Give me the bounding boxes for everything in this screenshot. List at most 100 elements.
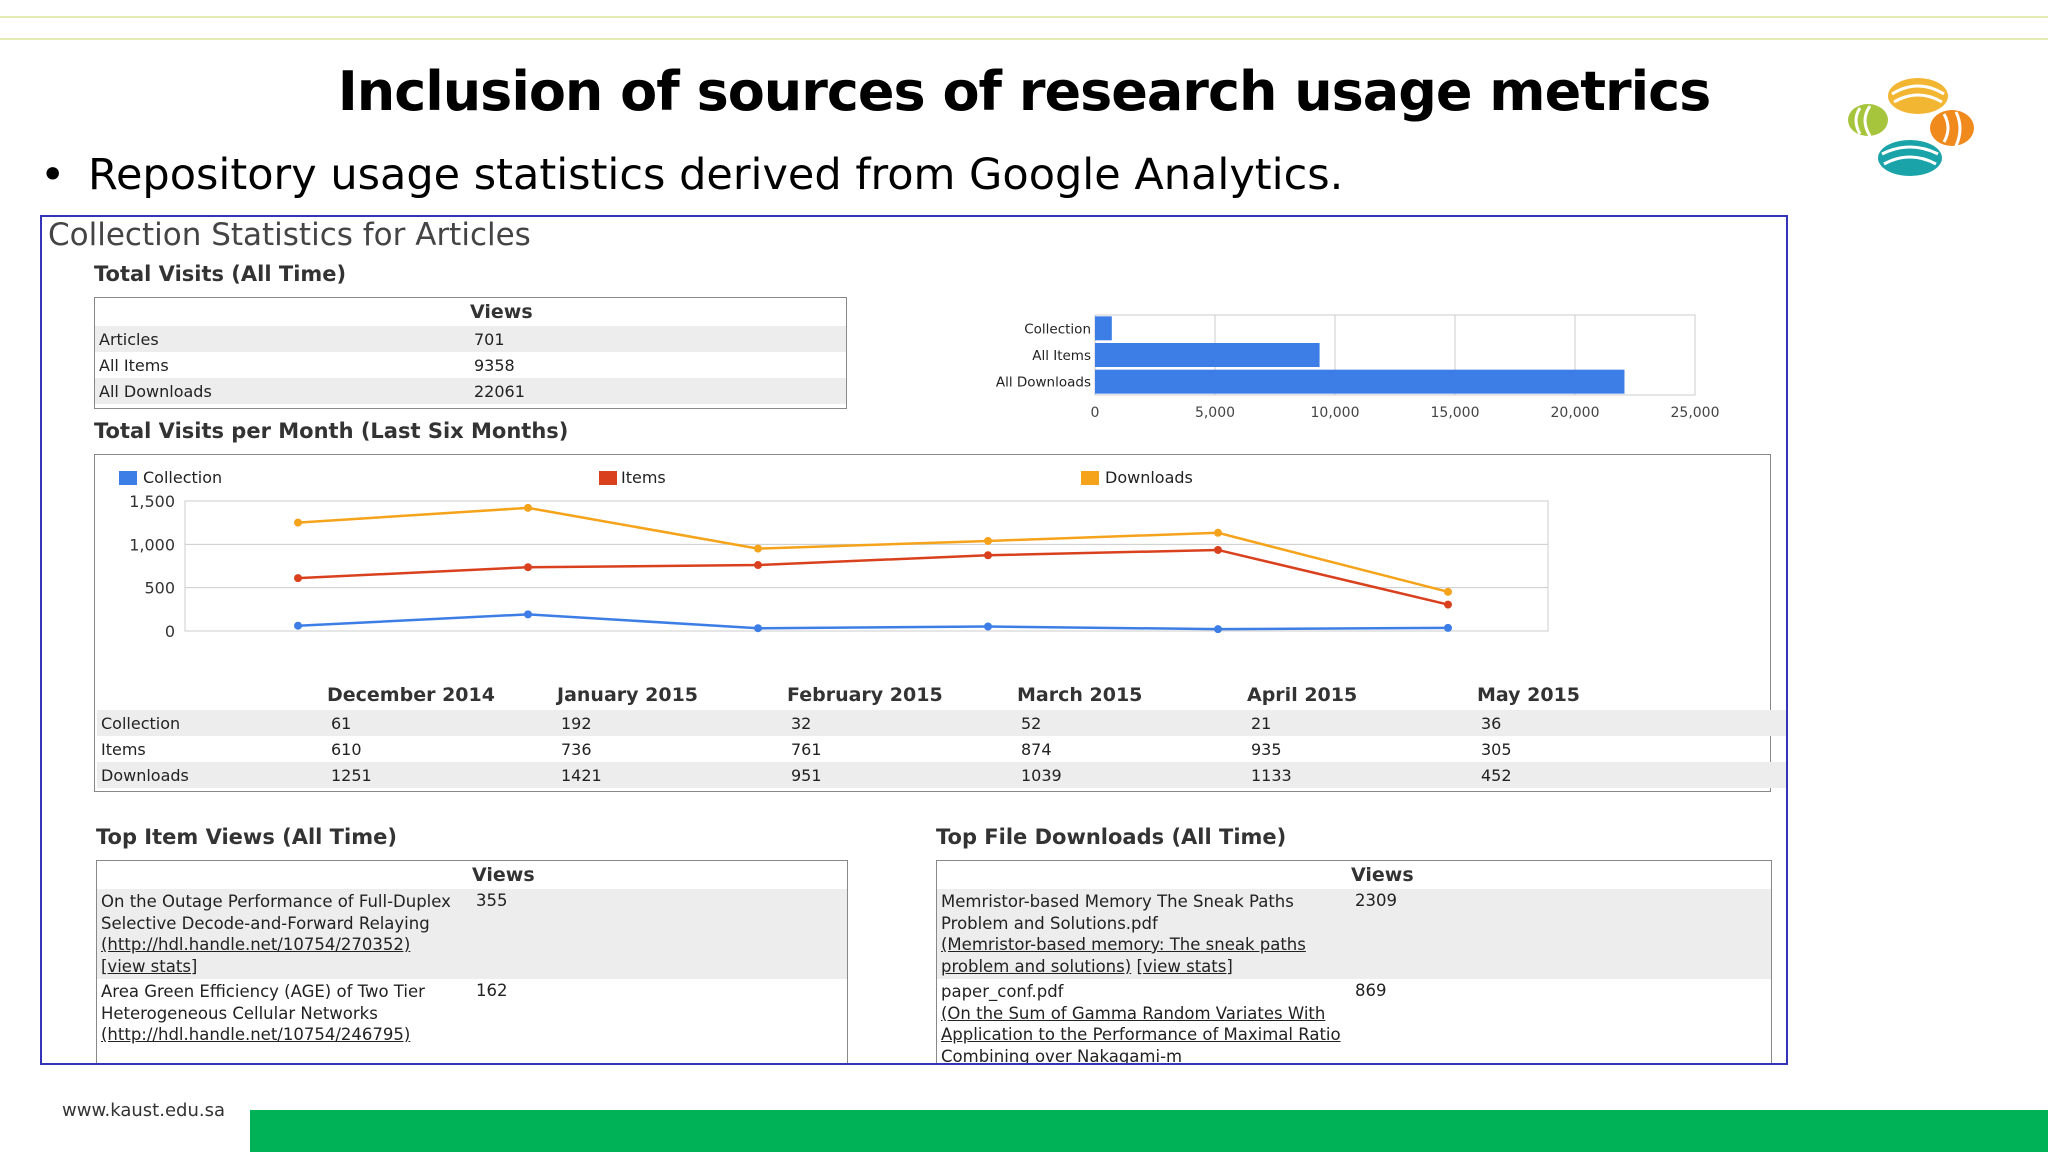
data-point xyxy=(984,551,992,560)
views-column-header: Views xyxy=(1351,864,1414,886)
stats-page-title: Collection Statistics for Articles xyxy=(48,217,531,253)
table-row: Memristor-based Memory The Sneak Paths P… xyxy=(937,889,1771,979)
top-downloads-table: Views Memristor-based Memory The Sneak P… xyxy=(937,861,1771,1065)
legend-swatch-collection xyxy=(119,471,137,485)
bar xyxy=(1095,316,1112,341)
cell-value: 610 xyxy=(331,739,362,759)
data-point xyxy=(1214,545,1222,554)
download-description: Memristor-based Memory The Sneak Paths P… xyxy=(937,889,1351,979)
x-tick-label: 20,000 xyxy=(1551,405,1600,421)
y-tick-label: 500 xyxy=(144,579,175,598)
category-label: All Downloads xyxy=(996,375,1091,391)
view-stats-link[interactable]: [view stats] xyxy=(1136,956,1233,976)
cell-value: 935 xyxy=(1251,739,1282,759)
row-value: 22061 xyxy=(470,378,846,404)
cell-value: 736 xyxy=(561,739,592,759)
cell-value: 1421 xyxy=(557,762,787,788)
row-label: Downloads xyxy=(97,762,327,788)
month-header: February 2015 xyxy=(787,684,943,706)
table-row: All Downloads 22061 xyxy=(95,378,846,404)
file-name: paper_conf.pdf xyxy=(941,982,1064,1001)
per-month-box: Collection Items Downloads 0 500 1,000 1,50… xyxy=(94,454,1786,792)
file-item-link[interactable]: (Memristor-based memory: The sneak paths… xyxy=(941,935,1306,976)
cell-value: 36 xyxy=(1477,710,1707,736)
legend-swatch-items xyxy=(599,471,617,485)
category-label: All Items xyxy=(1032,348,1091,364)
header-line-bottom xyxy=(0,38,2048,40)
data-point xyxy=(294,621,302,630)
table-header-row: December 2014 January 2015 February 2015… xyxy=(97,680,1786,710)
cell-value: 32 xyxy=(787,710,1017,736)
row-value: 9358 xyxy=(474,355,515,375)
table-header-row: Views xyxy=(95,298,846,326)
table-row: Items 610 736 761 874 935 305 xyxy=(97,736,1786,762)
cell-value: 61 xyxy=(327,710,557,736)
item-views: 162 xyxy=(476,981,508,1000)
row-label: All Items xyxy=(99,355,169,375)
total-visits-heading: Total Visits (All Time) xyxy=(94,262,347,286)
view-stats-link[interactable]: [view stats] xyxy=(101,956,198,976)
series-line xyxy=(297,506,1449,594)
data-point xyxy=(984,622,992,631)
total-visits-bar-chart: 0 5,000 10,000 15,000 20,000 25,000 Collection… xyxy=(996,314,1720,421)
x-tick-label: 5,000 xyxy=(1195,405,1235,421)
item-description: On the Outage Performance of Full-Duplex… xyxy=(97,889,472,979)
data-point xyxy=(754,544,762,553)
table-header-row: Views xyxy=(937,861,1771,889)
series-line xyxy=(297,548,1449,606)
row-label: Articles xyxy=(95,326,470,352)
file-item-link[interactable]: (On the Sum of Gamma Random Variates Wit… xyxy=(941,1003,1341,1065)
y-tick-label: 1,500 xyxy=(129,492,175,511)
y-tick-label: 1,000 xyxy=(129,535,175,554)
cell-value: 452 xyxy=(1477,762,1707,788)
slide-title: Inclusion of sources of research usage m… xyxy=(337,60,1712,123)
legend-label-items: Items xyxy=(621,468,666,487)
row-label: Collection xyxy=(97,710,327,736)
cell-value: 52 xyxy=(1017,710,1247,736)
x-tick-label: 15,000 xyxy=(1431,405,1480,421)
cell-value: 192 xyxy=(557,710,787,736)
row-label: All Downloads xyxy=(95,378,470,404)
cell-value: 951 xyxy=(787,762,1017,788)
header-line-top xyxy=(0,16,2048,18)
cell-value: 1251 xyxy=(327,762,557,788)
data-point xyxy=(524,563,532,572)
bar xyxy=(1095,369,1625,394)
total-visits-table: Views Articles 701 All Items 9358 All Down… xyxy=(95,298,846,404)
legend-label-downloads: Downloads xyxy=(1105,468,1193,487)
legend-swatch-downloads xyxy=(1081,471,1099,485)
month-header: April 2015 xyxy=(1247,684,1358,706)
cell-value: 761 xyxy=(791,739,822,759)
top-downloads-box: Views Memristor-based Memory The Sneak P… xyxy=(936,860,1772,1065)
month-header: May 2015 xyxy=(1477,684,1581,706)
table-row: Articles 701 xyxy=(95,326,846,352)
item-title: Area Green Efficiency (AGE) of Two Tier … xyxy=(101,982,425,1023)
data-point xyxy=(524,503,532,512)
table-row: On the Outage Performance of Full-Duplex… xyxy=(97,889,847,979)
per-month-heading: Total Visits per Month (Last Six Months) xyxy=(94,419,569,443)
item-handle-link[interactable]: (http://hdl.handle.net/10754/246795) xyxy=(101,1025,411,1044)
table-row: Collection 61 192 32 52 21 36 xyxy=(97,710,1786,736)
month-header: January 2015 xyxy=(557,684,699,706)
views-column-header: Views xyxy=(472,864,535,886)
cell-value: 1133 xyxy=(1247,762,1477,788)
bullet-dot: • xyxy=(40,150,66,200)
data-point xyxy=(1444,587,1452,596)
bullet-text: Repository usage statistics derived from… xyxy=(88,150,1344,200)
views-column-header: Views xyxy=(470,301,533,323)
download-description: paper_conf.pdf (On the Sum of Gamma Rand… xyxy=(937,979,1351,1065)
item-handle-link[interactable]: (http://hdl.handle.net/10754/270352) xyxy=(101,935,411,954)
data-point xyxy=(524,610,532,619)
file-name: Memristor-based Memory The Sneak Paths P… xyxy=(941,892,1294,933)
total-visits-table-box: Views Articles 701 All Items 9358 All Down… xyxy=(94,297,847,409)
row-value: 701 xyxy=(470,326,846,352)
bar xyxy=(1095,343,1320,367)
x-tick-label: 0 xyxy=(1091,405,1100,421)
monthly-visits-line-chart: 0 500 1,000 1,500 xyxy=(129,492,1549,641)
legend-label-collection: Collection xyxy=(143,468,223,487)
kaust-logo xyxy=(1848,78,1974,176)
cell-value: 21 xyxy=(1247,710,1477,736)
item-views: 355 xyxy=(472,889,847,979)
data-point xyxy=(754,624,762,633)
month-header: December 2014 xyxy=(327,684,495,706)
